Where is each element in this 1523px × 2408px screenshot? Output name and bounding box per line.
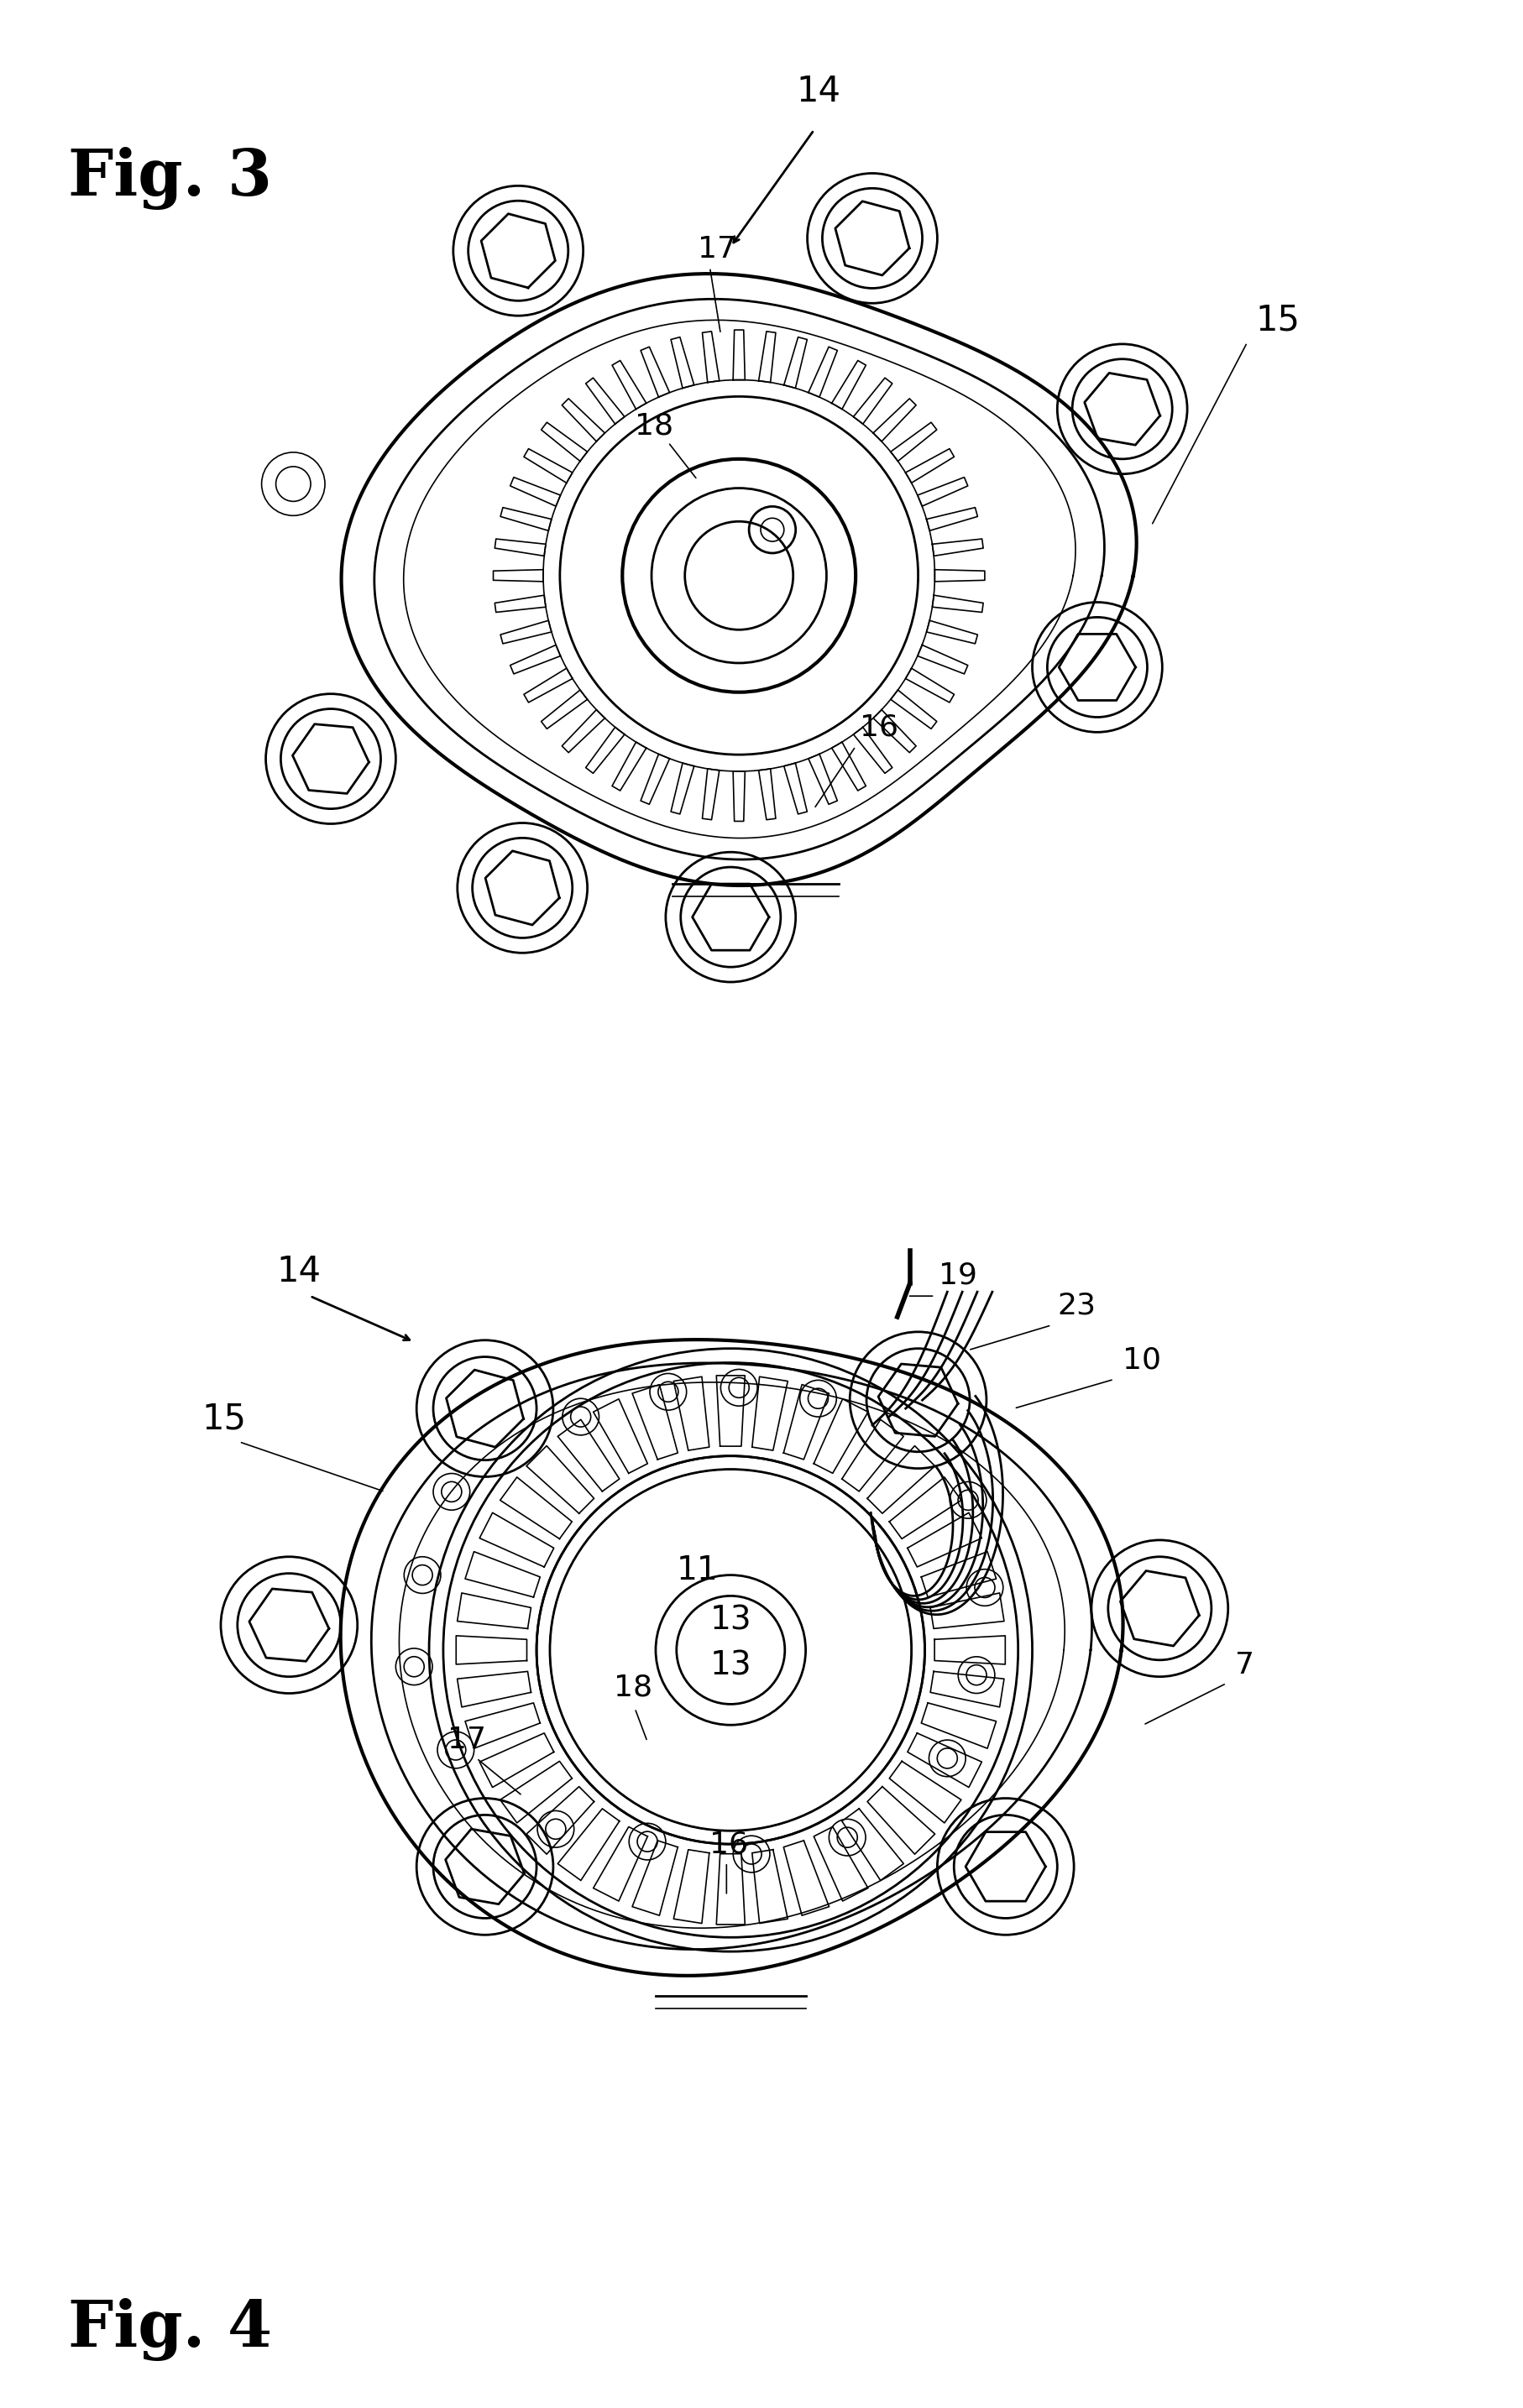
Text: 17: 17 (698, 234, 736, 262)
Text: 15: 15 (1255, 301, 1299, 337)
Text: 11: 11 (676, 1553, 717, 1587)
Text: 13: 13 (710, 1649, 751, 1681)
Text: 7: 7 (1234, 1649, 1253, 1678)
Text: 19: 19 (938, 1262, 976, 1288)
Text: 17: 17 (448, 1727, 486, 1753)
Text: 23: 23 (1057, 1291, 1095, 1320)
Text: 16: 16 (710, 1830, 748, 1859)
Text: 10: 10 (1121, 1346, 1161, 1375)
Text: 14: 14 (795, 75, 841, 108)
Text: 16: 16 (859, 713, 899, 742)
Text: 14: 14 (277, 1255, 321, 1288)
Text: Fig. 4: Fig. 4 (69, 2297, 273, 2360)
Text: 18: 18 (614, 1674, 652, 1702)
Text: 13: 13 (710, 1604, 751, 1635)
Circle shape (536, 1457, 924, 1845)
Text: 18: 18 (635, 412, 673, 441)
Text: Fig. 3: Fig. 3 (69, 147, 273, 209)
Text: 15: 15 (201, 1401, 247, 1438)
